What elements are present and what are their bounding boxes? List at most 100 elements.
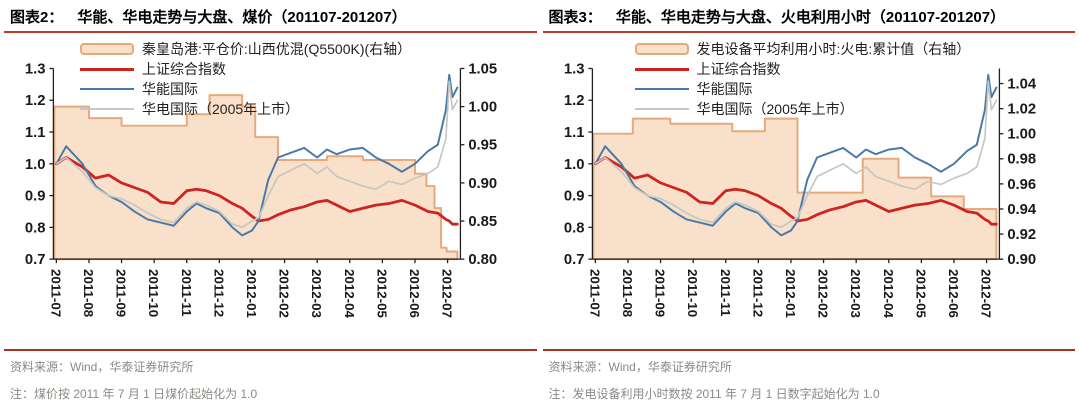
- legend-swatch-area: [634, 43, 689, 55]
- x-tick-label: 2011-12: [211, 269, 226, 317]
- y-tick-label-right: 0.85: [468, 214, 497, 230]
- x-tick-label: 2012-07: [440, 269, 455, 318]
- line-series-huadian_gray: [55, 80, 459, 229]
- x-tick-label: 2012-05: [374, 269, 389, 319]
- x-tick-label: 2011-10: [685, 269, 700, 317]
- x-tick-label: 2011-10: [146, 269, 161, 317]
- y-tick-label-left: 0.8: [563, 220, 584, 236]
- x-tick-label: 2012-07: [978, 269, 993, 318]
- x-tick-label: 2012-05: [913, 269, 928, 319]
- x-tick-label: 2011-07: [587, 269, 602, 317]
- legend-label: 秦皇岛港:平仓价:山西优混(Q5500K)(右轴）: [142, 41, 412, 57]
- x-tick-label: 2012-02: [815, 269, 830, 318]
- y-tick-label-right: 0.95: [468, 138, 497, 154]
- line-series-huaneng_blue: [593, 73, 997, 237]
- legend-row: 华电国际（2005年上市）: [634, 100, 971, 118]
- note-text: 注：煤价按 2011 年 7 月 1 日煤价起始化为 1.0: [10, 387, 258, 401]
- y-tick-label-right: 1.00: [468, 100, 497, 116]
- figure-title: 华能、华电走势与大盘、煤价（201107-201207）: [77, 9, 407, 26]
- figure-panel-utilization-hours: 图表3： 华能、华电走势与大盘、火电利用小时（201107-201207） 1.3…: [542, 2, 1076, 402]
- legend-swatch-line: [634, 88, 689, 90]
- legend-label: 华电国际（2005年上市）: [696, 101, 854, 117]
- title-divider: [4, 31, 537, 33]
- y-tick-label-left: 1.1: [563, 125, 584, 141]
- bottom-divider: [542, 349, 1075, 351]
- y-tick-label-right: 1.00: [1007, 127, 1036, 143]
- line-series-sse_red: [593, 156, 998, 226]
- y-tick-label-left: 0.7: [25, 252, 46, 268]
- chart-area: 1.3 1.2 1.1 1.0 0.9 0.8 0.7 1.05 1.00 0.95 0.90 0.8…: [4, 33, 537, 347]
- area-series: [591, 117, 997, 261]
- y-tick-label-right: 0.92: [1007, 227, 1036, 243]
- x-tick-label: 2012-03: [848, 269, 863, 318]
- line-series-huadian_gray: [594, 80, 997, 229]
- x-tick-label: 2012-06: [407, 269, 422, 318]
- chart-legend: 秦皇岛港:平仓价:山西优混(Q5500K)(右轴） 上证综合指数 华能国际 华电…: [80, 40, 411, 120]
- y-tick-label-right: 0.80: [468, 252, 497, 268]
- legend-label: 上证综合指数: [142, 61, 226, 77]
- legend-label: 上证综合指数: [696, 61, 781, 77]
- legend-label: 华能国际: [142, 81, 198, 97]
- legend-row: 华能国际: [80, 80, 411, 98]
- legend-row: 华电国际（2005年上市）: [80, 100, 411, 118]
- line-series-sse_red: [54, 156, 459, 226]
- legend-row: 上证综合指数: [634, 60, 971, 78]
- x-tick-label: 2012-04: [342, 269, 357, 319]
- bottom-divider: [4, 349, 537, 351]
- y-tick-label-left: 0.8: [25, 220, 46, 236]
- y-tick-label-left: 1.1: [25, 125, 46, 141]
- y-tick-label-right: 0.90: [468, 176, 497, 192]
- legend-label: 发电设备平均利用小时:火电:累计值（右轴）: [696, 41, 971, 57]
- y-tick-label-left: 1.0: [25, 157, 46, 173]
- x-tick-label: 2012-02: [277, 269, 292, 318]
- x-tick-label: 2011-11: [717, 269, 732, 317]
- x-tick-label: 2011-09: [114, 269, 129, 317]
- legend-swatch-line: [634, 108, 689, 110]
- figure-header: 图表2： 华能、华电走势与大盘、煤价（201107-201207）: [4, 2, 537, 30]
- x-tick-label: 2012-03: [309, 269, 324, 318]
- x-tick-label: 2012-01: [244, 269, 259, 319]
- legend-row: 发电设备平均利用小时:火电:累计值（右轴）: [634, 40, 971, 58]
- legend-row: 华能国际: [634, 80, 971, 98]
- y-tick-label-right: 0.90: [1007, 252, 1036, 268]
- chart-legend: 发电设备平均利用小时:火电:累计值（右轴） 上证综合指数 华能国际 华电国际（2…: [634, 40, 971, 120]
- legend-swatch-line: [634, 67, 689, 71]
- figure-label: 图表2：: [10, 9, 64, 26]
- y-tick-label-left: 1.3: [563, 61, 584, 77]
- x-tick-label: 2012-04: [880, 269, 895, 319]
- x-tick-label: 2011-11: [179, 269, 194, 317]
- area-series: [53, 94, 459, 261]
- x-tick-label: 2011-08: [620, 269, 635, 317]
- y-tick-label-right: 1.04: [1007, 76, 1037, 92]
- x-tick-label: 2011-09: [652, 269, 667, 317]
- y-tick-label-left: 1.0: [563, 157, 584, 173]
- legend-row: 上证综合指数: [80, 60, 411, 78]
- figure-panel-coal: 图表2： 华能、华电走势与大盘、煤价（201107-201207） 1.3 1.2 1…: [4, 2, 537, 402]
- y-tick-label-right: 0.98: [1007, 152, 1036, 168]
- line-series-huaneng_blue: [55, 73, 459, 237]
- source-text: 资料来源：Wind，华泰证券研究所: [10, 360, 194, 374]
- y-tick-label-left: 0.9: [563, 189, 584, 205]
- y-tick-label-right: 0.96: [1007, 177, 1036, 193]
- x-tick-label: 2012-06: [946, 269, 961, 318]
- legend-swatch-line: [80, 108, 134, 110]
- note-text: 注：发电设备利用小时数按 2011 年 7 月 1 日数字起始化为 1.0: [548, 387, 880, 401]
- legend-swatch-line: [80, 67, 134, 71]
- y-tick-label-right: 1.02: [1007, 102, 1036, 118]
- figure-title: 华能、华电走势与大盘、火电利用小时（201107-201207）: [615, 9, 1006, 26]
- y-tick-label-left: 1.2: [25, 93, 46, 109]
- figure-header: 图表3： 华能、华电走势与大盘、火电利用小时（201107-201207）: [543, 2, 1076, 30]
- chart-area: 1.3 1.2 1.1 1.0 0.9 0.8 0.7 1.04 1.02 1.00 0.98 0.9…: [543, 33, 1076, 347]
- y-tick-label-left: 0.9: [25, 189, 46, 205]
- legend-swatch-line: [80, 88, 134, 90]
- legend-label: 华电国际（2005年上市）: [142, 101, 300, 117]
- legend-swatch-area: [80, 43, 134, 55]
- x-tick-label: 2011-12: [750, 269, 765, 317]
- y-tick-label-left: 1.2: [563, 93, 584, 109]
- figure-label: 图表3：: [548, 9, 602, 26]
- legend-label: 华能国际: [696, 81, 753, 97]
- chart-canvas: 1.3 1.2 1.1 1.0 0.9 0.8 0.7 1.04 1.02 1.00 0.98 0.9…: [563, 61, 1037, 319]
- y-tick-label-left: 0.7: [563, 252, 584, 268]
- title-divider: [542, 31, 1075, 33]
